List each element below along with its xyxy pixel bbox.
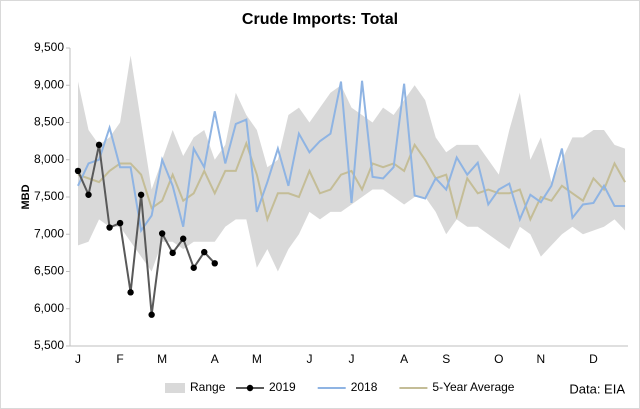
point: [201, 248, 208, 256]
x-tick-label: M: [252, 352, 262, 366]
y-tick-label: 6,500: [34, 264, 64, 278]
y-tick-label: 9,000: [34, 77, 64, 91]
point: [95, 141, 103, 149]
legend-marker: [246, 384, 254, 392]
y-tick-label: 7,000: [34, 226, 64, 240]
point: [74, 167, 82, 175]
point: [85, 191, 92, 198]
legend-label: Range: [190, 380, 226, 394]
legend-label: 2018: [351, 380, 378, 394]
x-tick-label: M: [157, 352, 167, 366]
chart-title: Crude Imports: Total: [242, 11, 398, 28]
x-tick-label: A: [400, 352, 408, 366]
legend-label: 2019: [269, 380, 296, 394]
annotation: Data: EIA: [569, 381, 625, 396]
y-tick-label: 8,500: [34, 115, 64, 129]
point: [180, 235, 187, 242]
y-axis-label: MBD: [20, 184, 32, 209]
x-tick-label: J: [306, 352, 312, 366]
x-tick-label: J: [75, 352, 81, 366]
point: [106, 224, 113, 231]
x-tick-label: O: [494, 352, 503, 366]
point: [148, 311, 155, 318]
point: [169, 249, 176, 257]
y-tick-label: 9,500: [34, 40, 64, 54]
y-tick-label: 5,500: [34, 338, 64, 352]
series-line: [77, 144, 216, 315]
x-tick-label: S: [442, 352, 450, 366]
point: [116, 219, 124, 227]
legend-label: 5-Year Average: [432, 380, 514, 394]
x-tick-label: A: [211, 352, 219, 366]
point: [137, 191, 145, 198]
y-tick-label: 8,000: [34, 152, 64, 166]
series-line: [77, 140, 626, 223]
y-tick-label: 7,500: [34, 189, 64, 203]
point: [190, 264, 197, 271]
series-line: [77, 80, 626, 234]
point: [211, 260, 218, 267]
range-area: [78, 55, 626, 272]
point: [158, 230, 166, 237]
x-tick-label: D: [589, 352, 598, 366]
x-tick-label: F: [116, 352, 123, 366]
y-tick-label: 6,000: [34, 301, 64, 315]
legend-swatch: [165, 383, 185, 393]
x-tick-label: J: [349, 352, 355, 366]
x-tick-label: N: [537, 352, 546, 366]
point: [127, 289, 134, 296]
